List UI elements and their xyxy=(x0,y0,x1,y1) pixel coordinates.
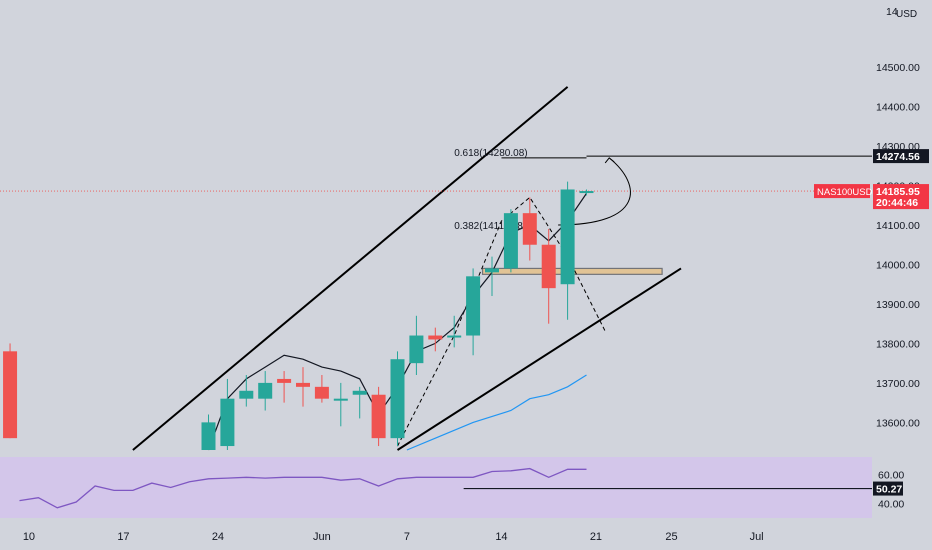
price-tick-label: 14000.00 xyxy=(876,259,920,271)
time-axis[interactable]: 10 17 24 Jun 7 14 21 25 Jul xyxy=(23,531,764,543)
price-tick-label: 13900.00 xyxy=(876,299,920,311)
rsi-level-badge xyxy=(873,481,903,496)
rsi-level-label: 50.27 xyxy=(876,484,902,496)
date-tick-label: Jul xyxy=(750,531,764,543)
candle-body xyxy=(409,335,424,364)
candle-body xyxy=(579,191,594,194)
candle-body xyxy=(239,390,254,399)
date-tick-label: 24 xyxy=(212,531,224,543)
fib-label: 0.382(14111.88) xyxy=(454,221,526,232)
price-badge-label: 14274.56 xyxy=(876,151,920,163)
channel-upper-line xyxy=(132,86,569,451)
candle-body xyxy=(258,382,273,399)
ma-slow-line xyxy=(406,374,587,451)
candle-body xyxy=(522,213,537,245)
date-tick-label: 7 xyxy=(404,531,410,543)
price-badge xyxy=(873,195,929,210)
target-arrow xyxy=(558,157,631,226)
price-tick-label: 13800.00 xyxy=(876,338,920,350)
candle-body xyxy=(428,335,443,340)
fib-label: 0.618(14280.08) xyxy=(454,148,527,159)
date-tick-label: 14 xyxy=(495,531,507,543)
candle-body xyxy=(352,390,367,395)
date-tick-label: Jun xyxy=(313,531,331,543)
candle-body xyxy=(333,398,348,401)
rsi-band xyxy=(0,457,872,518)
channel-lower-line xyxy=(396,267,682,451)
price-badge-label: 14185.95 xyxy=(876,186,920,198)
price-tick-label: 14 xyxy=(886,6,898,18)
price-tick-label: 14100.00 xyxy=(876,220,920,232)
candle-body xyxy=(3,351,18,439)
date-tick-label: 21 xyxy=(590,531,602,543)
rsi-tick-label: 40.00 xyxy=(878,498,904,510)
price-tick-label: 13700.00 xyxy=(876,378,920,390)
candle-body xyxy=(560,189,575,285)
candle-body xyxy=(466,276,481,336)
date-tick-label: 10 xyxy=(23,531,35,543)
candle-body xyxy=(296,382,310,387)
rsi-tick-label: 60.00 xyxy=(878,469,904,481)
candles-layer xyxy=(3,181,594,450)
target-arrowhead xyxy=(604,157,615,164)
symbol-badge xyxy=(814,184,870,199)
price-badge xyxy=(873,149,929,164)
rsi-line xyxy=(19,467,587,509)
candle-body xyxy=(314,386,329,399)
candle-body xyxy=(485,268,499,273)
rsi-pane: 40.00 60.00 50.27 xyxy=(0,457,904,518)
candle-body xyxy=(447,335,462,338)
candle-body xyxy=(277,378,292,383)
candle-body xyxy=(503,213,518,269)
candle-body xyxy=(390,359,405,439)
price-badge xyxy=(873,184,929,199)
candle-body xyxy=(201,422,216,450)
price-badge-label: 20:44:46 xyxy=(876,197,918,209)
price-tick-label: 13600.00 xyxy=(876,417,920,429)
candle-body xyxy=(220,398,235,447)
date-tick-label: 25 xyxy=(665,531,677,543)
candle-body xyxy=(541,244,556,289)
date-tick-label: 17 xyxy=(117,531,129,543)
currency-label: USD xyxy=(896,9,917,20)
price-tick-label: 14400.00 xyxy=(876,102,920,114)
projection-path xyxy=(397,196,606,447)
symbol-badge-label: NAS100USD xyxy=(817,187,873,198)
price-tick-label: 14500.00 xyxy=(876,62,920,74)
candle-body xyxy=(371,394,386,439)
